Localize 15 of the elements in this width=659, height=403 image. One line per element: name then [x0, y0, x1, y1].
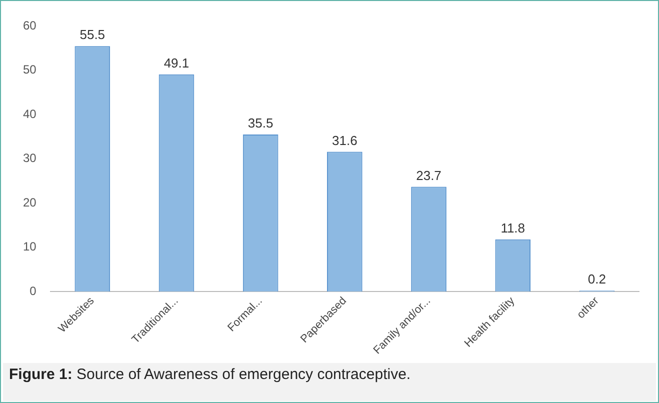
y-tick-label: 50	[22, 62, 37, 77]
y-tick-label: 20	[22, 195, 37, 210]
data-label: 49.1	[164, 55, 190, 70]
data-label: 23.7	[416, 168, 442, 183]
data-label: 35.5	[248, 116, 274, 131]
y-tick-label: 10	[22, 240, 37, 254]
y-tick-label: 30	[22, 151, 37, 166]
caption: Figure 1: Source of Awareness of emergency contraceptive.	[9, 365, 412, 385]
data-label: 11.8	[500, 220, 526, 236]
data-label: 55.5	[80, 27, 106, 42]
y-tick-label: 60	[22, 18, 37, 33]
data-label: 0.2	[588, 272, 606, 287]
y-tick-label: 0	[30, 284, 37, 298]
data-label: 31.6	[332, 132, 358, 148]
y-tick-label: 40	[22, 106, 37, 121]
